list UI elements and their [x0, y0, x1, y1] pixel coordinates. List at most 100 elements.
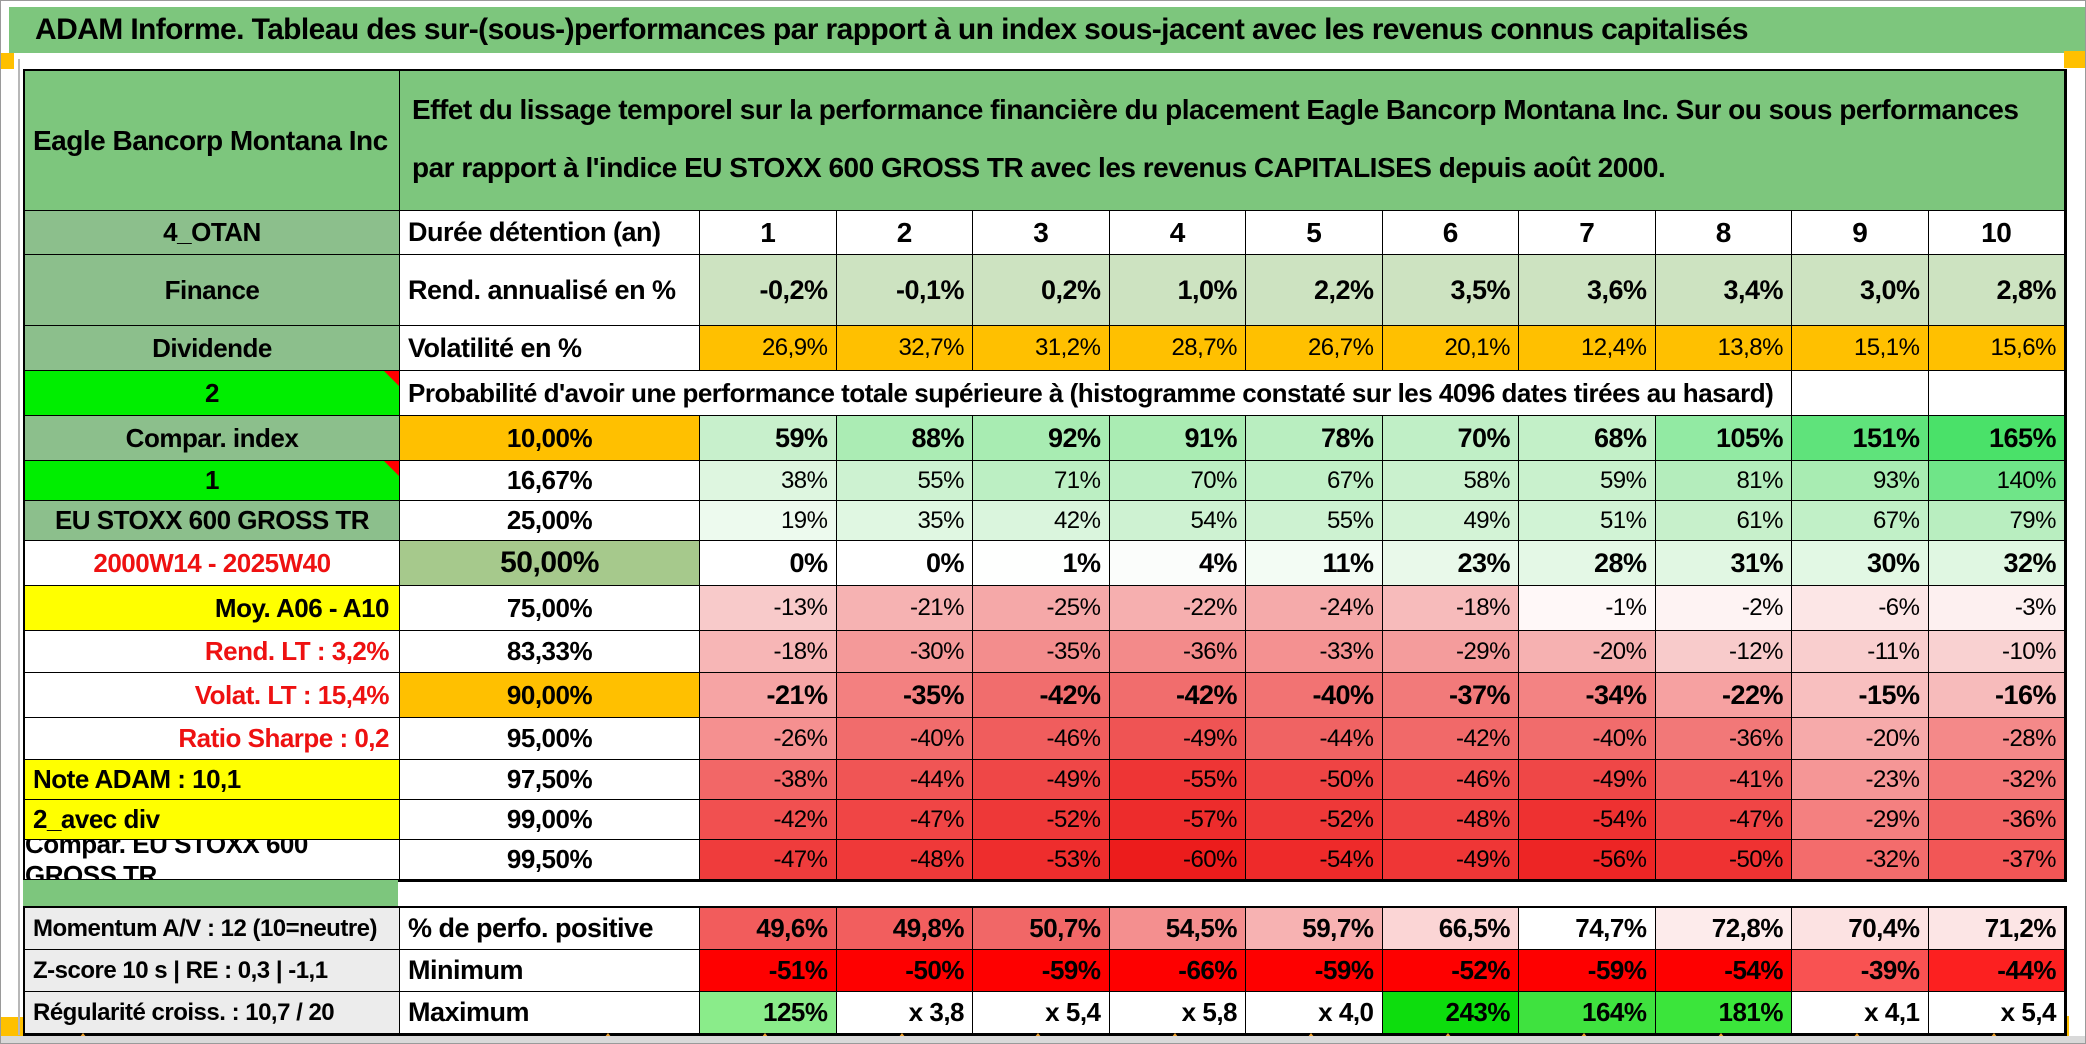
stock-name-cell[interactable]: Eagle Bancorp Montana Inc [25, 71, 400, 211]
row-label[interactable]: Compar. EU STOXX 600 GROSS TR [25, 840, 400, 880]
stats-cell[interactable]: -39% [1792, 950, 1929, 992]
stats-cell[interactable]: x 4,1 [1792, 992, 1929, 1034]
stats-row-label[interactable]: Régularité croiss. : 10,7 / 20 [25, 992, 400, 1034]
heatmap-cell[interactable]: 151% [1792, 416, 1929, 461]
empty-cell[interactable] [1928, 371, 2065, 416]
volatility-cell[interactable]: 32,7% [836, 326, 973, 371]
heatmap-cell[interactable]: 58% [1382, 461, 1519, 501]
heatmap-cell[interactable]: -34% [1519, 673, 1656, 718]
stats-cell[interactable]: 125% [700, 992, 837, 1034]
year-header-cell[interactable]: 7 [1519, 211, 1656, 255]
heatmap-cell[interactable]: -28% [1928, 718, 2065, 760]
percentile-cell[interactable]: 10,00% [400, 416, 700, 461]
heatmap-cell[interactable]: 49% [1382, 501, 1519, 541]
row-label-finance[interactable]: Finance [25, 255, 400, 326]
row-label[interactable]: EU STOXX 600 GROSS TR [25, 501, 400, 541]
heatmap-cell[interactable]: -11% [1792, 631, 1929, 673]
stats-cell[interactable]: 66,5% [1382, 908, 1519, 950]
stats-cell[interactable]: -59% [1246, 950, 1383, 992]
heatmap-cell[interactable]: 4% [1109, 541, 1246, 586]
heatmap-cell[interactable]: 140% [1928, 461, 2065, 501]
heatmap-cell[interactable]: -3% [1928, 586, 2065, 631]
heatmap-cell[interactable]: -32% [1928, 760, 2065, 800]
heatmap-cell[interactable]: -22% [1109, 586, 1246, 631]
heatmap-cell[interactable]: -40% [1246, 673, 1383, 718]
heatmap-cell[interactable]: -20% [1792, 718, 1929, 760]
heatmap-cell[interactable]: 28% [1519, 541, 1656, 586]
heatmap-cell[interactable]: 19% [700, 501, 837, 541]
heatmap-cell[interactable]: 67% [1246, 461, 1383, 501]
heatmap-cell[interactable]: 0% [700, 541, 837, 586]
heatmap-cell[interactable]: -52% [1246, 800, 1383, 840]
year-header-cell[interactable]: 6 [1382, 211, 1519, 255]
percentile-cell[interactable]: 99,50% [400, 840, 700, 880]
annualized-return-cell[interactable]: 2,8% [1928, 255, 2065, 326]
heatmap-cell[interactable]: 88% [836, 416, 973, 461]
heatmap-cell[interactable]: -13% [700, 586, 837, 631]
stats-cell[interactable]: 71,2% [1928, 908, 2065, 950]
heatmap-cell[interactable]: -37% [1382, 673, 1519, 718]
percentile-cell[interactable]: 50,00% [400, 541, 700, 586]
stats-row-label[interactable]: Momentum A/V : 12 (10=neutre) [25, 908, 400, 950]
heatmap-cell[interactable]: -55% [1109, 760, 1246, 800]
heatmap-cell[interactable]: -54% [1246, 840, 1383, 880]
volatility-cell[interactable]: 12,4% [1519, 326, 1656, 371]
heatmap-cell[interactable]: -60% [1109, 840, 1246, 880]
heatmap-cell[interactable]: 93% [1792, 461, 1929, 501]
stats-cell[interactable]: x 4,0 [1246, 992, 1383, 1034]
stats-cell[interactable]: x 3,8 [836, 992, 973, 1034]
row-label[interactable]: Note ADAM : 10,1 [25, 760, 400, 800]
heatmap-cell[interactable]: 79% [1928, 501, 2065, 541]
volatility-cell[interactable]: 26,7% [1246, 326, 1383, 371]
heatmap-cell[interactable]: 70% [1109, 461, 1246, 501]
row-label-4otan[interactable]: 4_OTAN [25, 211, 400, 255]
heatmap-cell[interactable]: -41% [1655, 760, 1792, 800]
heatmap-cell[interactable]: -32% [1792, 840, 1929, 880]
year-header-cell[interactable]: 8 [1655, 211, 1792, 255]
heatmap-cell[interactable]: -48% [836, 840, 973, 880]
heatmap-cell[interactable]: -46% [1382, 760, 1519, 800]
heatmap-cell[interactable]: -42% [1109, 673, 1246, 718]
heatmap-cell[interactable]: -18% [700, 631, 837, 673]
heatmap-cell[interactable]: -47% [836, 800, 973, 840]
heatmap-cell[interactable]: -36% [1655, 718, 1792, 760]
heatmap-cell[interactable]: 32% [1928, 541, 2065, 586]
heatmap-cell[interactable]: -50% [1246, 760, 1383, 800]
stats-header-cell[interactable]: Maximum [400, 992, 700, 1034]
heatmap-cell[interactable]: -25% [973, 586, 1110, 631]
heatmap-cell[interactable]: -10% [1928, 631, 2065, 673]
heatmap-cell[interactable]: -49% [973, 760, 1110, 800]
heatmap-cell[interactable]: 35% [836, 501, 973, 541]
volatility-cell[interactable]: 20,1% [1382, 326, 1519, 371]
heatmap-cell[interactable]: 11% [1246, 541, 1383, 586]
heatmap-cell[interactable]: -21% [700, 673, 837, 718]
heatmap-cell[interactable]: -52% [973, 800, 1110, 840]
heatmap-cell[interactable]: -40% [1519, 718, 1656, 760]
percentile-cell[interactable]: 83,33% [400, 631, 700, 673]
annualized-return-cell[interactable]: 2,2% [1246, 255, 1383, 326]
heatmap-cell[interactable]: -47% [1655, 800, 1792, 840]
heatmap-cell[interactable]: -29% [1382, 631, 1519, 673]
annualized-return-cell[interactable]: 1,0% [1109, 255, 1246, 326]
row-label-dividende[interactable]: Dividende [25, 326, 400, 371]
annualized-return-cell[interactable]: -0,1% [836, 255, 973, 326]
heatmap-cell[interactable]: 81% [1655, 461, 1792, 501]
stats-cell[interactable]: -59% [1519, 950, 1656, 992]
stats-cell[interactable]: 164% [1519, 992, 1656, 1034]
heatmap-cell[interactable]: -47% [700, 840, 837, 880]
heatmap-cell[interactable]: 91% [1109, 416, 1246, 461]
probability-note-cell[interactable]: Probabilité d'avoir une performance tota… [400, 371, 1792, 416]
annualized-return-header[interactable]: Rend. annualisé en % [400, 255, 700, 326]
heatmap-cell[interactable]: 38% [700, 461, 837, 501]
heatmap-cell[interactable]: 0% [836, 541, 973, 586]
annualized-return-cell[interactable]: 3,0% [1792, 255, 1929, 326]
stats-cell[interactable]: 49,8% [836, 908, 973, 950]
stats-cell[interactable]: 49,6% [700, 908, 837, 950]
heatmap-cell[interactable]: 31% [1655, 541, 1792, 586]
heatmap-cell[interactable]: 55% [1246, 501, 1383, 541]
stats-cell[interactable]: -59% [973, 950, 1110, 992]
heatmap-cell[interactable]: -40% [836, 718, 973, 760]
heatmap-cell[interactable]: -6% [1792, 586, 1929, 631]
annualized-return-cell[interactable]: 3,5% [1382, 255, 1519, 326]
empty-cell[interactable] [1792, 371, 1929, 416]
